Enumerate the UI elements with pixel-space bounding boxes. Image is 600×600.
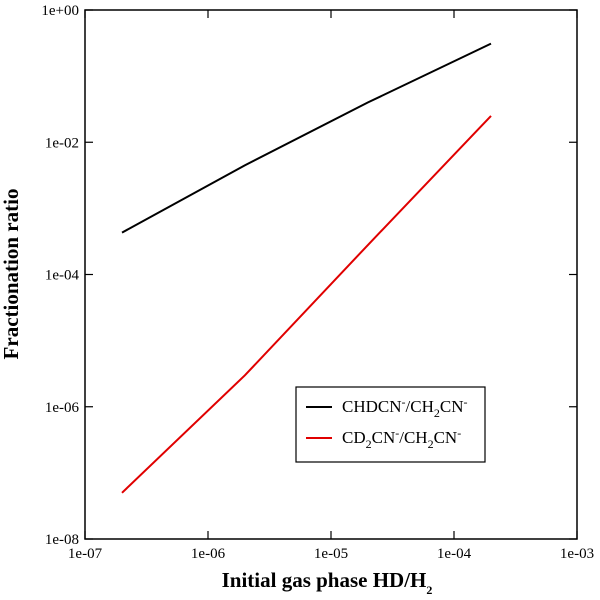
- y-tick-label: 1e-06: [45, 400, 80, 416]
- tick-label-group: 1e-07 1e-06 1e-05 1e-04 1e-03 1e-08 1e-06 1e-04…: [41, 3, 594, 562]
- legend-label-cd2cn: CD2CN-/CH2CN-: [342, 426, 461, 451]
- y-axis-title: Fractionation ratio: [0, 189, 23, 360]
- y-tick-label: 1e+00: [41, 3, 79, 19]
- x-tick-label: 1e-04: [437, 546, 472, 562]
- series-group: [121, 42, 492, 494]
- series-line-1: [121, 115, 492, 494]
- y-tick-label: 1e-02: [45, 135, 79, 151]
- x-tick-label: 1e-03: [560, 546, 594, 562]
- x-tick-label: 1e-05: [314, 546, 348, 562]
- legend-box: [295, 386, 486, 463]
- x-axis-title: Initial gas phase HD/H2: [222, 568, 433, 597]
- x-tick-label: 1e-06: [191, 546, 226, 562]
- tick-group: [84, 9, 578, 540]
- y-tick-label: 1e-08: [45, 532, 79, 548]
- y-tick-label: 1e-04: [45, 268, 80, 284]
- x-tick-label: 1e-07: [68, 546, 103, 562]
- legend-label-chdcn: CHDCN-/CH2CN-: [342, 395, 467, 420]
- legend: CHDCN-/CH2CN- CD2CN-/CH2CN-: [295, 386, 486, 463]
- series-line-0: [121, 42, 492, 234]
